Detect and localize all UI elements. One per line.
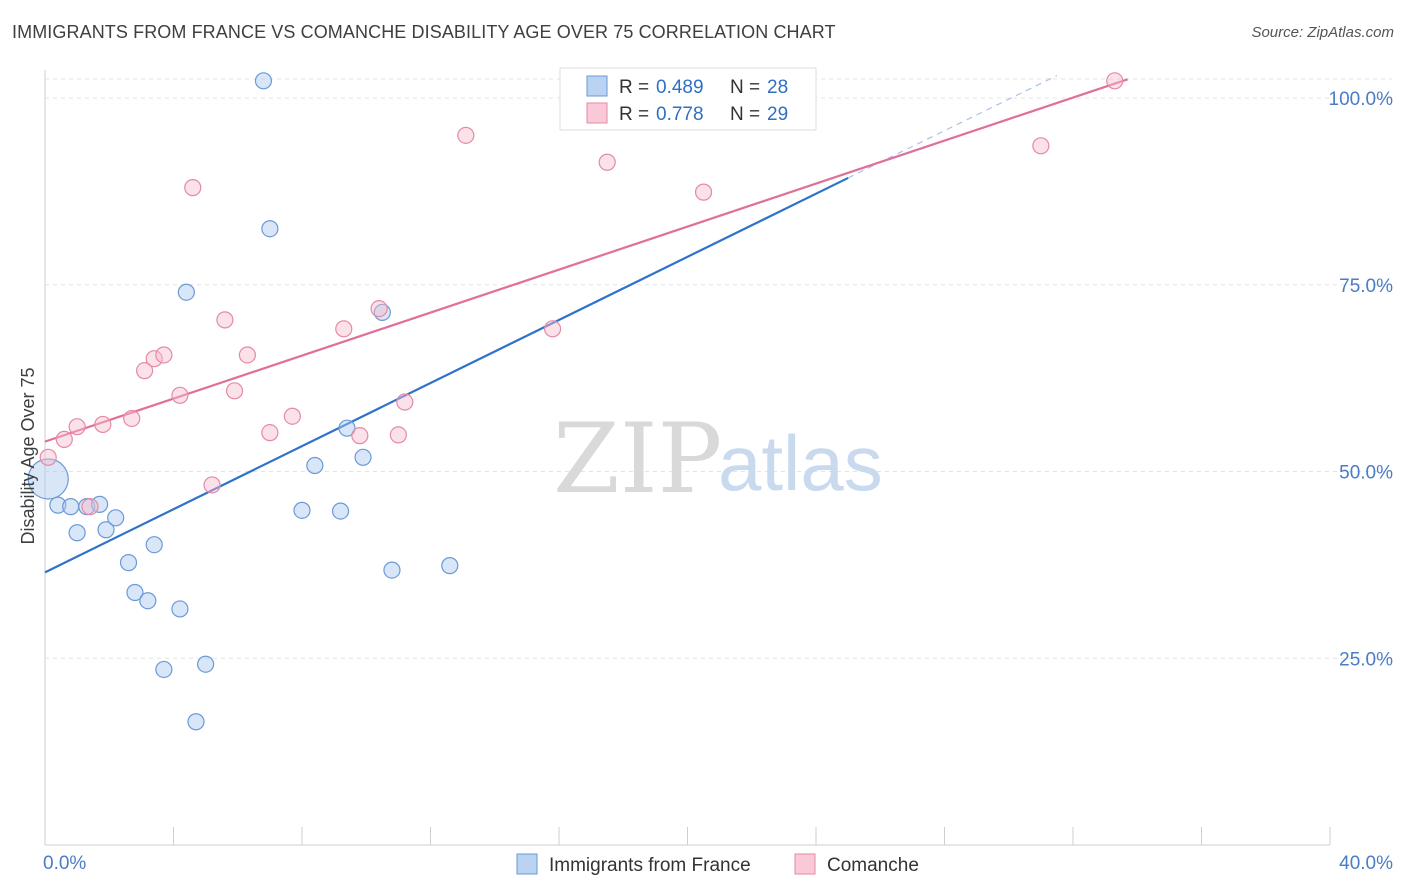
series-legend: Immigrants from France Comanche: [516, 853, 919, 876]
comanche-point-4: [94, 415, 112, 434]
comanche-point-10: [184, 179, 202, 197]
watermark-zip: ZIP: [553, 403, 722, 515]
x-tick-label-0: 0.0%: [43, 853, 86, 874]
watermark: ZIP atlas: [553, 403, 883, 515]
comanche-point-1: [55, 430, 73, 448]
france-trend-line: [44, 176, 849, 574]
france-point-2: [62, 498, 80, 516]
chart-title: IMMIGRANTS FROM FRANCE VS COMANCHE DISAB…: [12, 22, 836, 42]
france-point-26: [441, 557, 459, 575]
comanche-point-25: [694, 183, 713, 201]
france-point-0: [27, 458, 69, 500]
y-tick-label-3: 25.0%: [1339, 649, 1393, 670]
legend-swatch-comanche: [586, 102, 608, 124]
legend-swatch-france: [586, 75, 608, 97]
france-point-15: [187, 713, 205, 731]
france-point-9: [126, 583, 144, 602]
bottom-legend-label-france: Immigrants from France: [549, 855, 751, 876]
bottom-legend-swatch-comanche: [794, 853, 816, 875]
france-point-7: [107, 509, 125, 527]
y-tick-label-1: 75.0%: [1339, 276, 1393, 297]
comanche-point-8: [155, 346, 173, 364]
x-tick-label-1: 40.0%: [1339, 853, 1393, 874]
comanche-point-18: [351, 427, 369, 445]
france-point-21: [331, 502, 350, 520]
comanche-point-0: [39, 448, 57, 466]
france-point-14: [177, 283, 195, 301]
comanche-point-16: [283, 407, 301, 425]
y-tick-labels: 100.0% 75.0% 50.0% 25.0%: [1329, 89, 1394, 670]
legend-r-label-france: R =: [619, 77, 649, 98]
comanche-point-12: [216, 311, 234, 329]
france-point-20: [306, 456, 324, 475]
france-point-17: [254, 72, 273, 90]
france-point-12: [155, 660, 173, 679]
comanche-point-20: [389, 426, 407, 444]
gridlines: [45, 78, 1392, 659]
comanche-point-17: [335, 320, 353, 338]
comanche-point-19: [370, 300, 388, 318]
france-point-18: [261, 220, 279, 238]
france-point-19: [293, 501, 311, 519]
france-point-23: [354, 448, 372, 466]
watermark-atlas: atlas: [718, 419, 883, 507]
comanche-point-3: [81, 498, 99, 516]
comanche-point-6: [135, 362, 154, 380]
legend-n-label-france: N =: [730, 77, 760, 98]
france-point-3: [68, 524, 86, 542]
legend-n-label-comanche: N =: [730, 104, 760, 125]
comanche-point-9: [171, 386, 189, 404]
legend-r-value-france: 0.489: [656, 77, 704, 98]
france-point-10: [139, 592, 157, 610]
legend-r-value-comanche: 0.778: [656, 104, 704, 125]
france-point-16: [197, 655, 215, 673]
comanche-point-21: [396, 393, 414, 411]
comanche-point-27: [1106, 72, 1124, 90]
comanche-point-15: [261, 424, 279, 442]
comanche-point-24: [598, 153, 616, 171]
comanche-point-2: [68, 418, 86, 436]
trend-lines: [44, 75, 1128, 574]
comanche-trend-line: [44, 78, 1128, 443]
bottom-legend-label-comanche: Comanche: [827, 855, 919, 876]
comanche-point-14: [238, 346, 256, 364]
y-tick-label-0: 100.0%: [1329, 89, 1394, 110]
france-point-6: [97, 521, 115, 539]
comanche-point-22: [457, 126, 475, 144]
comanche-point-23: [543, 320, 562, 338]
axes: [44, 70, 1331, 846]
france-point-1: [49, 496, 67, 514]
stats-legend: R = 0.489 N = 28 R = 0.778 N = 29: [559, 67, 817, 131]
france-point-22: [338, 419, 356, 437]
france-point-11: [145, 536, 163, 554]
legend-n-value-comanche: 29: [767, 104, 788, 125]
comanche-point-26: [1032, 137, 1050, 155]
y-axis-label: Disability Age Over 75: [18, 367, 38, 544]
legend-n-value-france: 28: [767, 77, 788, 98]
france-point-13: [171, 600, 189, 618]
bottom-legend-swatch-france: [516, 853, 538, 875]
comanche-point-7: [145, 350, 163, 368]
data-points: [27, 72, 1124, 731]
comanche-point-13: [225, 382, 244, 400]
comanche-point-5: [123, 409, 141, 428]
france-point-25: [383, 561, 401, 579]
source-label: Source: ZipAtlas.com: [1251, 24, 1394, 41]
france-point-8: [119, 554, 138, 572]
x-tick-labels: 0.0% 40.0%: [43, 853, 1393, 874]
legend-r-label-comanche: R =: [619, 104, 649, 125]
comanche-point-11: [203, 476, 221, 494]
y-tick-label-2: 50.0%: [1339, 463, 1393, 484]
